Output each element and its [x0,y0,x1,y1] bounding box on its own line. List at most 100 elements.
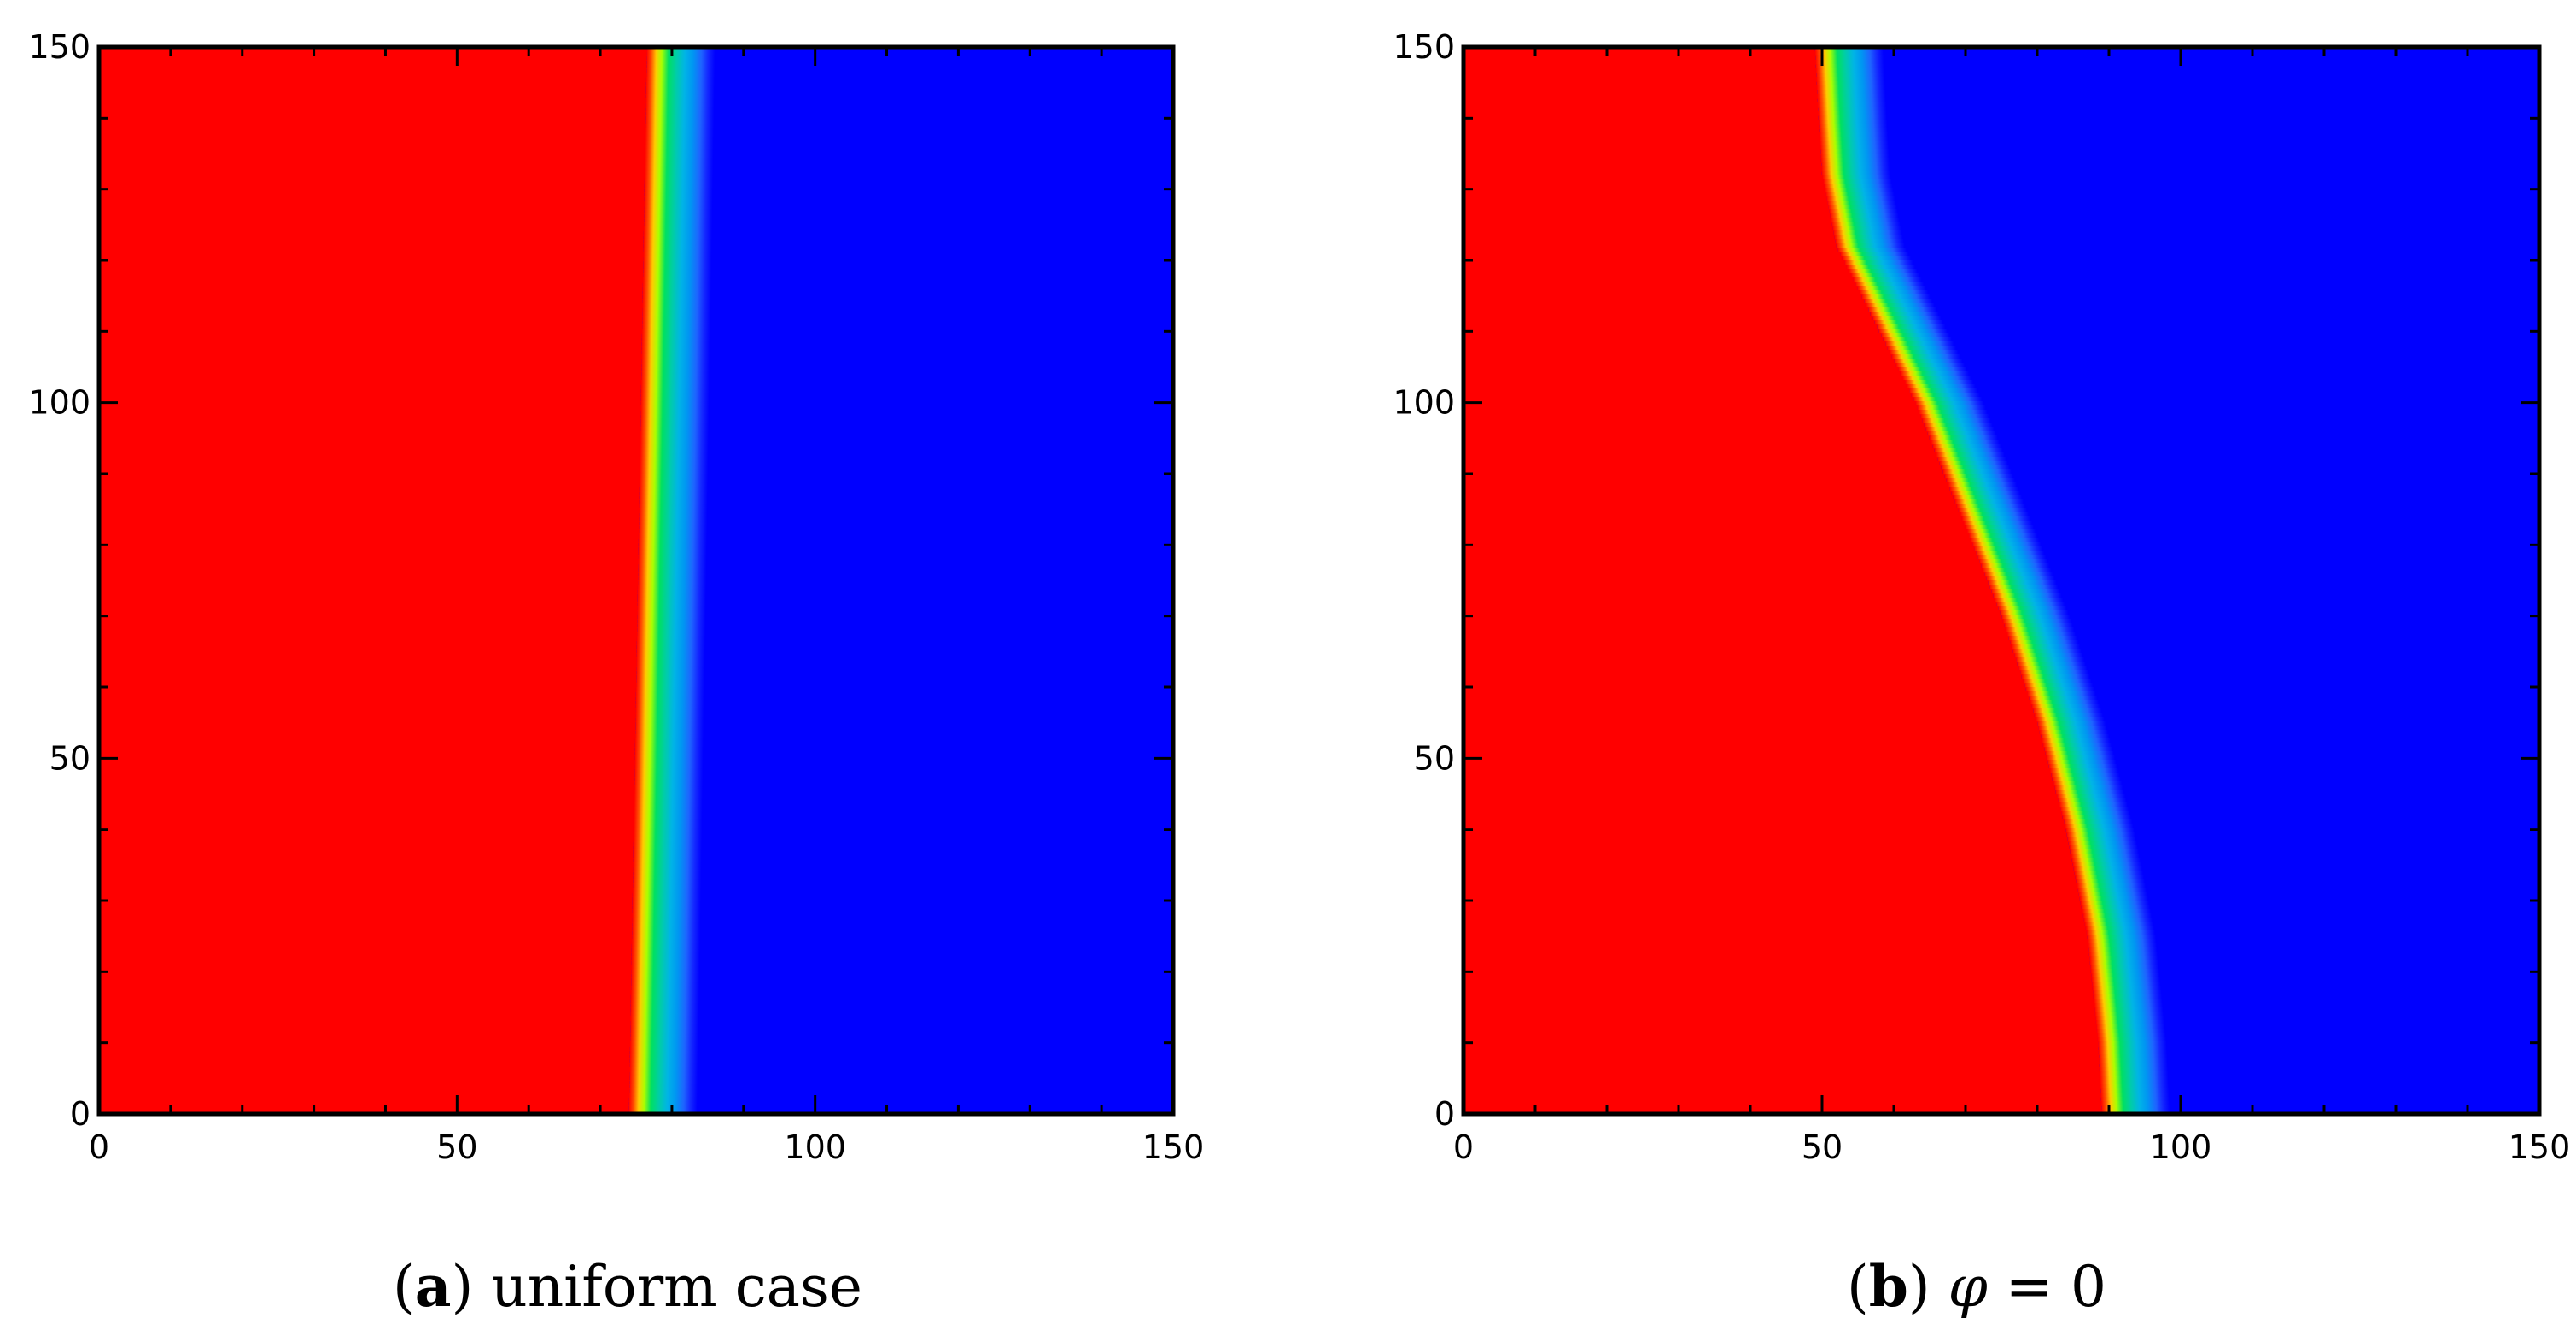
panel-a-front-slice [634,768,704,773]
panel-a-left-slice [99,1063,630,1068]
panel-a-left-slice [99,670,637,675]
panel-a-left-slice [99,572,639,577]
panel-b-left-slice [1463,627,2006,633]
panel-b-left-slice [1463,683,2025,688]
panel-a-left-slice [99,717,636,722]
panel-b-left-slice [1463,423,1925,428]
panel-b-left-slice [1463,785,2055,790]
panel-a-front-slice [637,619,706,624]
panel-a-front-slice [630,1016,699,1021]
panel-a-left-slice [99,1037,631,1042]
panel-a-front-slice [642,290,711,295]
panel-a-front-slice [637,585,706,590]
panel-a-left-slice [99,990,632,995]
panel-a-left-slice [99,154,645,159]
panel-b-left-slice [1463,307,1869,312]
panel-b-front-slice [1824,184,1893,189]
panel-a-left-slice [99,81,646,86]
panel-a-front-slice [629,1063,698,1068]
panel-a-front-slice [632,930,701,936]
panel-a-left-slice [99,751,635,756]
panel-b-front-slice [2099,1058,2168,1064]
panel-a-left-slice [99,376,642,381]
panel-a-front-slice [642,303,711,308]
panel-a-left-slice [99,64,647,69]
panel-a-left-slice [99,77,646,82]
panel-b-front-slice [1828,205,1897,210]
panel-b-front-slice [2094,1012,2164,1017]
panel-b-left-slice [1463,230,1834,236]
panel-a-front-slice [636,644,705,650]
panel-a-front-slice [635,717,704,722]
panel-a-left-slice [99,371,642,376]
panel-b-left-slice [1463,828,2066,833]
panel-a-left-slice [99,68,647,73]
panel-b-front-slice [1885,341,1954,347]
panel-b-left-slice [1463,418,1923,423]
panel-b-left-slice [1463,1033,2098,1038]
panel-b-left-slice [1463,154,1821,159]
panel-b-left-slice [1463,162,1822,167]
panel-a-left-slice [99,465,640,470]
panel-a-left-slice [99,115,646,120]
panel-a-left-slice [99,132,645,137]
panel-a-front-slice [638,563,707,568]
panel-b-front-slice [2087,935,2156,940]
panel-a-left-slice [99,559,639,564]
panel-b-front-slice [1993,593,2062,598]
panel-b-left-slice [1463,239,1836,244]
panel-b-front-slice [1900,371,1969,376]
panel-a-front-slice [635,700,704,705]
panel-a-front-slice [629,1076,698,1081]
panel-b-front-slice [1820,149,1890,155]
panel-a-front-slice [640,384,710,389]
panel-a-left-slice [99,773,635,778]
panel-b-caption-letter: b [1869,1253,1908,1320]
panel-b-left-slice [1463,1054,2100,1059]
panel-a-left-slice [99,909,633,914]
panel-a-front-slice [642,286,711,291]
panel-a-left-slice [99,324,643,329]
panel-a-left-slice [99,149,645,155]
panel-a-left-slice [99,982,632,987]
panel-a-left-slice [99,913,633,918]
panel-a-left-slice [99,230,644,236]
panel-b-front-slice [1816,85,1885,90]
panel-a-front-slice [629,1080,698,1085]
panel-b-front-slice [2042,743,2112,748]
panel-b-left-slice [1463,367,1899,372]
panel-a-front-slice [635,704,704,709]
panel-b-left-slice [1463,401,1916,406]
panel-a-front-slice [629,1088,698,1093]
panel-b-left-slice [1463,866,2074,872]
panel-b-front-slice [1986,576,2055,581]
panel-a-left-slice [99,798,634,803]
panel-a-front-slice [632,905,701,910]
panel-a-left-slice [99,1007,631,1012]
panel-b-front-slice [2089,956,2158,961]
panel-b-front-slice [1913,397,1983,402]
panel-b-left-slice [1463,171,1822,176]
panel-a-front-slice [646,68,716,73]
panel-b-y-tick-label: 50 [1414,739,1455,777]
panel-b-front-slice [1874,320,1943,325]
panel-b-left-slice [1463,286,1858,291]
panel-b-front-slice [1819,124,1888,129]
panel-b-front-slice [1948,482,2017,487]
panel-a-front-slice [645,149,714,155]
panel-b-left-slice [1463,337,1884,342]
panel-b-left-slice [1463,901,2081,906]
panel-b-front-slice [2030,700,2099,705]
panel-b-left-slice [1463,1037,2098,1042]
panel-b-left-slice [1463,636,2009,641]
panel-a-front-slice [639,508,708,513]
panel-a-left-slice [99,896,633,901]
panel-a-front-slice [645,81,715,86]
panel-a-left-slice [99,333,642,338]
panel-a-left-slice [99,832,634,837]
panel-b-front-slice [1878,329,1948,334]
panel-b-left-slice [1463,188,1825,193]
panel-b-front-slice [2054,785,2123,790]
panel-b-front-slice [1887,346,1956,351]
panel-a-left-slice [99,55,647,61]
